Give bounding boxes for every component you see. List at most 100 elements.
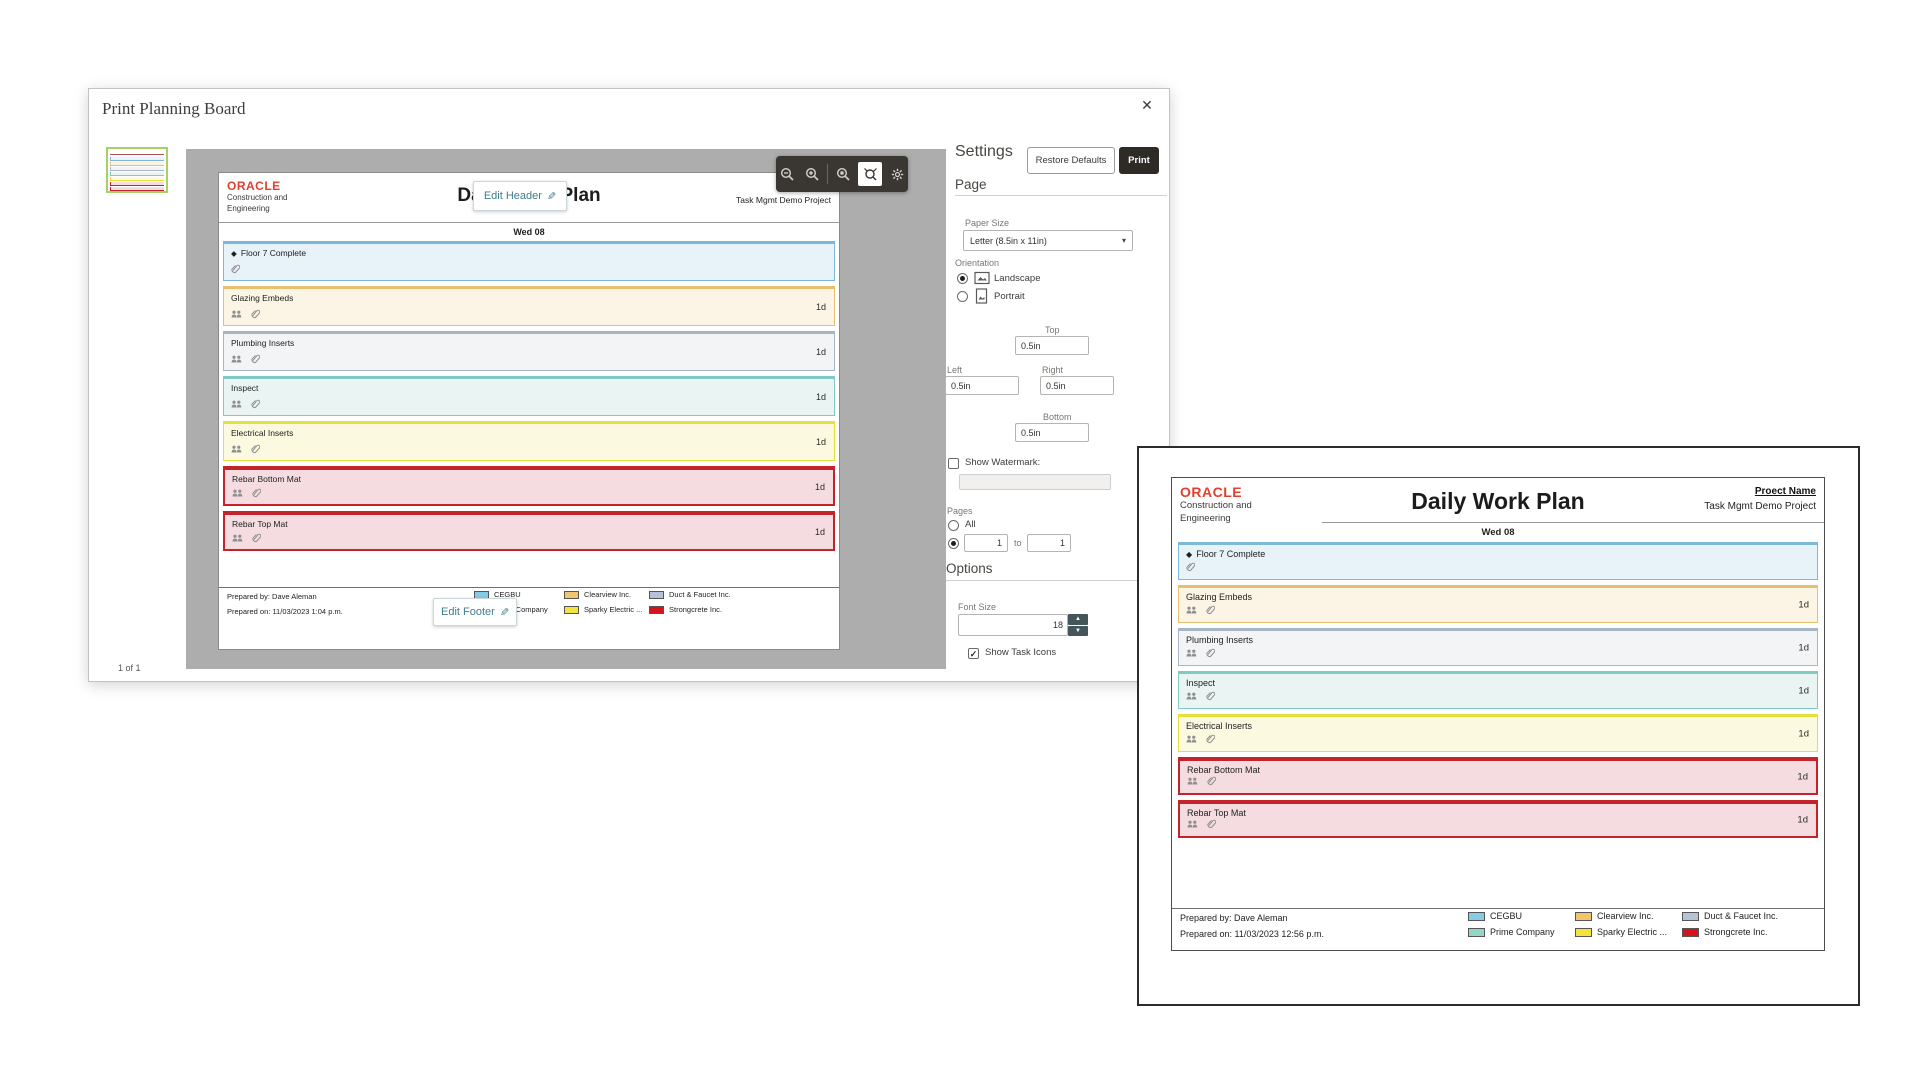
edit-header-button[interactable]: Edit Header — [473, 181, 567, 211]
fit-to-window-icon[interactable] — [858, 162, 882, 186]
restore-defaults-button[interactable]: Restore Defaults — [1027, 147, 1115, 174]
dialog-title: Print Planning Board — [102, 99, 246, 118]
zoom-actual-size-icon[interactable] — [833, 164, 853, 184]
legend-swatch — [1575, 928, 1592, 937]
legend-label: Sparky Electric ... — [584, 605, 643, 614]
portrait-radio[interactable] — [957, 291, 968, 302]
task-icon-row — [231, 444, 261, 456]
margin-bottom-input[interactable] — [1015, 423, 1089, 442]
edit-footer-button[interactable]: Edit Footer — [433, 598, 517, 626]
margin-right-input[interactable] — [1040, 376, 1114, 395]
edit-header-label: Edit Header — [483, 190, 542, 202]
header-divider — [219, 222, 839, 223]
task-card: Electrical Inserts 1d — [223, 421, 835, 461]
task-card: Plumbing Inserts 1d — [1178, 628, 1818, 666]
attachment-icon — [1206, 648, 1216, 661]
project-name-label: Proect Name — [1754, 486, 1816, 497]
task-name-text: Electrical Inserts — [231, 428, 294, 438]
task-name: Inspect — [231, 383, 258, 393]
task-icon-row — [232, 533, 262, 545]
watermark-text-input[interactable] — [959, 474, 1111, 490]
task-duration: 1d — [1797, 771, 1808, 783]
margin-top-input[interactable] — [1015, 336, 1089, 355]
oracle-logo: ORACLE — [1180, 484, 1243, 500]
task-name: Plumbing Inserts — [1186, 635, 1253, 645]
show-watermark-checkbox[interactable] — [948, 458, 959, 469]
pages-range-radio[interactable] — [948, 538, 959, 549]
attachment-icon — [1206, 734, 1216, 747]
task-duration: 1d — [1798, 728, 1809, 740]
pages-to-input[interactable] — [1027, 534, 1071, 552]
print-button[interactable]: Print — [1119, 147, 1159, 174]
close-icon[interactable] — [1138, 96, 1156, 114]
legend-swatch — [1468, 928, 1485, 937]
zoom-in-icon[interactable] — [802, 164, 822, 184]
font-size-input[interactable] — [958, 614, 1068, 636]
org-line-1: Construction and — [227, 193, 288, 202]
margin-left-input[interactable] — [945, 376, 1019, 395]
date-label: Wed 08 — [513, 227, 545, 237]
prepared-by: Prepared by: Dave Aleman — [1180, 913, 1288, 923]
crew-icon — [232, 534, 243, 544]
thumbnail-task-bar — [110, 162, 164, 166]
task-name: Inspect — [1186, 678, 1215, 688]
options-section-divider — [946, 580, 1158, 581]
task-icon-row — [232, 488, 262, 500]
legend-label: CEGBU — [1490, 911, 1523, 921]
show-task-icons-label: Show Task Icons — [985, 647, 1057, 658]
header-divider — [1322, 522, 1824, 523]
thumbnail-header — [110, 151, 164, 155]
landscape-radio[interactable] — [957, 273, 968, 284]
legend-swatch — [649, 591, 664, 599]
font-size-stepper: ▲ ▼ — [1068, 614, 1088, 636]
legend-swatch — [649, 606, 664, 614]
attachment-icon — [1186, 562, 1196, 575]
legend-label: Duct & Faucet Inc. — [669, 590, 731, 599]
attachment-icon — [1207, 819, 1217, 832]
task-name: Rebar Bottom Mat — [1187, 765, 1260, 775]
show-task-icons-checkbox[interactable] — [968, 648, 979, 659]
footer-divider — [219, 587, 839, 588]
zoom-out-icon[interactable] — [777, 164, 797, 184]
task-duration: 1d — [1797, 814, 1808, 826]
task-card: Rebar Bottom Mat 1d — [223, 466, 835, 506]
task-duration: 1d — [814, 527, 825, 537]
gear-icon[interactable] — [887, 164, 907, 184]
task-icon-row — [231, 354, 261, 366]
legend-label: Strongcrete Inc. — [1704, 927, 1768, 937]
attachment-icon — [251, 309, 261, 321]
pages-all-label: All — [965, 519, 976, 530]
task-card: Rebar Bottom Mat 1d — [1178, 757, 1818, 795]
task-name-text: Rebar Top Mat — [232, 519, 288, 529]
milestone-diamond-icon: ◆ — [1186, 550, 1193, 559]
task-card: Inspect 1d — [1178, 671, 1818, 709]
pages-from-input[interactable] — [964, 534, 1008, 552]
show-watermark-label: Show Watermark: — [965, 457, 1041, 468]
task-duration: 1d — [814, 482, 825, 492]
options-section-label: Options — [946, 561, 993, 576]
task-icon-row — [1186, 648, 1216, 661]
prepared-on: Prepared on: 11/03/2023 1:04 p.m. — [227, 607, 343, 616]
attachment-icon — [251, 399, 261, 411]
pages-to-label: to — [1014, 538, 1022, 548]
thumbnail-task-bar — [110, 187, 164, 191]
task-icon-row — [231, 309, 261, 321]
task-icon-row — [1187, 776, 1217, 789]
legend-label: Duct & Faucet Inc. — [1704, 911, 1779, 921]
paper-size-select[interactable]: Letter (8.5in x 11in) — [963, 230, 1133, 251]
page-thumbnail[interactable] — [106, 147, 168, 193]
legend-label: Prime Company — [494, 605, 548, 614]
milestone-diamond-icon: ◆ — [231, 249, 237, 258]
task-icon-row — [1186, 605, 1216, 618]
paper-size-value: Letter (8.5in x 11in) — [970, 235, 1047, 246]
legend-swatch — [1468, 912, 1485, 921]
oracle-logo: ORACLE — [227, 179, 281, 193]
stepper-down-icon[interactable]: ▼ — [1068, 625, 1088, 636]
task-card: ◆ Floor 7 Complete — [1178, 542, 1818, 580]
legend-label: Sparky Electric ... — [1597, 927, 1668, 937]
attachment-icon — [251, 354, 261, 366]
footer-divider — [1172, 908, 1824, 909]
stepper-up-icon[interactable]: ▲ — [1068, 614, 1088, 625]
pages-all-radio[interactable] — [948, 520, 959, 531]
preview-zoom-toolbar — [776, 156, 908, 192]
